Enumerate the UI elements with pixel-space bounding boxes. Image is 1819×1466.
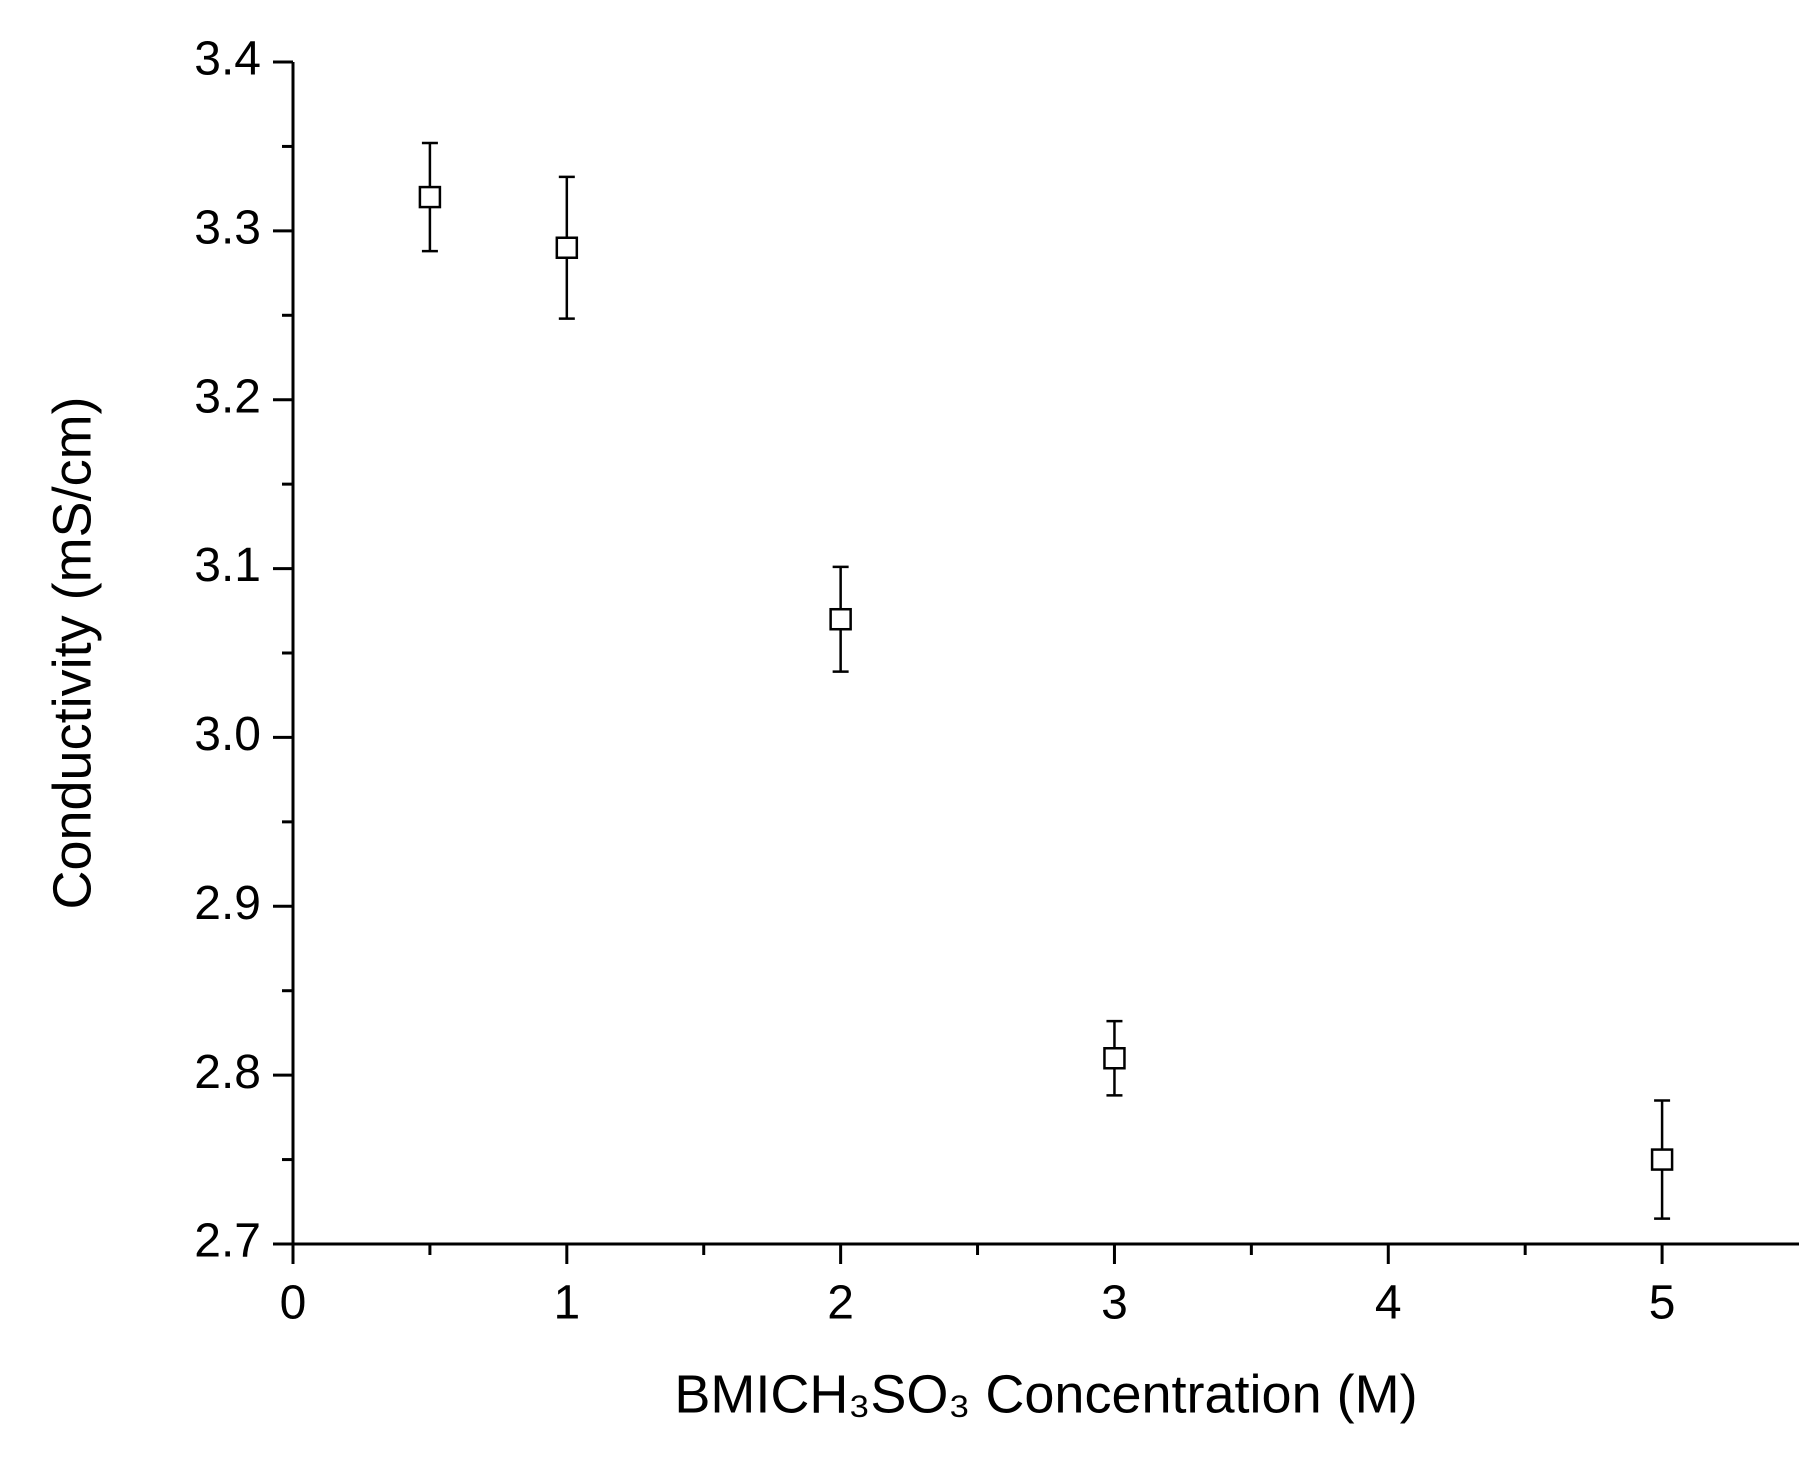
x-tick-label: 0 <box>280 1277 307 1330</box>
y-tick-label: 3.4 <box>194 33 261 86</box>
y-axis-label: Conductivity (mS/cm) <box>42 396 102 909</box>
y-tick-label: 2.9 <box>194 877 261 930</box>
y-tick-label: 2.7 <box>194 1215 261 1268</box>
error-bar <box>558 175 575 320</box>
x-axis-label: BMICH₃SO₃ Concentration (M) <box>674 1364 1417 1424</box>
y-tick-label: 2.8 <box>194 1046 261 1099</box>
error-bar <box>421 141 438 253</box>
error-bar <box>1654 1099 1671 1220</box>
y-tick-label: 3.1 <box>194 539 261 592</box>
error-bar <box>1106 1019 1123 1097</box>
x-tick-label: 2 <box>827 1277 854 1330</box>
x-tick-label: 3 <box>1101 1277 1128 1330</box>
x-tick-label: 1 <box>553 1277 580 1330</box>
marker <box>1650 1148 1674 1171</box>
marker <box>555 236 579 259</box>
error-bar <box>832 565 849 673</box>
marker <box>1103 1047 1126 1070</box>
x-tick-label: 5 <box>1649 1277 1676 1330</box>
marker <box>829 607 852 631</box>
x-tick-label: 4 <box>1375 1277 1402 1330</box>
y-tick-label: 3.3 <box>194 202 261 255</box>
marker <box>418 185 442 209</box>
y-tick-label: 3.2 <box>194 370 261 423</box>
y-tick-label: 3.0 <box>194 708 261 761</box>
